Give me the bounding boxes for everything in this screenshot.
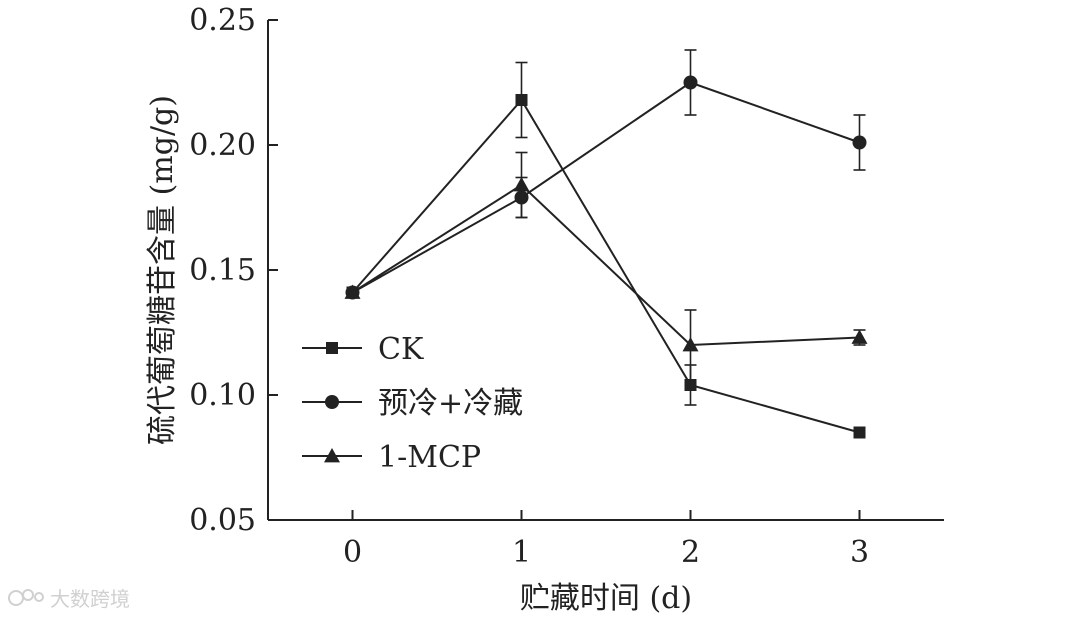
ticks: 0.05 0.10 0.15 0.20 0.25 0 1 2 3 (189, 3, 869, 570)
watermark: 大数跨境 (8, 587, 130, 611)
watermark-text: 大数跨境 (50, 587, 130, 611)
series-square (346, 61, 866, 439)
data-point (683, 75, 698, 90)
data-point (852, 135, 867, 150)
legend-label: 预冷+冷藏 (378, 386, 523, 421)
data-point (851, 329, 868, 344)
legend-marker (326, 342, 338, 354)
x-tick-label: 2 (681, 535, 700, 570)
legend-marker (324, 448, 340, 463)
axes (267, 20, 944, 521)
legend-item: CK (302, 332, 424, 367)
data-point (515, 94, 528, 106)
data-point (684, 379, 697, 391)
y-axis-title: 硫代葡萄糖苷含量 (mg/g) (145, 95, 180, 445)
legend-label: 1-MCP (378, 440, 481, 475)
legend-item: 预冷+冷藏 (302, 386, 523, 421)
x-tick-label: 0 (343, 535, 362, 570)
data-point (513, 177, 530, 192)
y-tick-label: 0.20 (189, 128, 256, 163)
data-point (853, 426, 866, 439)
x-tick-label: 3 (850, 535, 869, 570)
series-line (352, 81, 860, 294)
legend-marker (325, 395, 339, 409)
series-layer (344, 49, 868, 439)
y-tick-label: 0.05 (189, 503, 256, 538)
y-tick-label: 0.25 (189, 3, 256, 38)
data-point (344, 284, 361, 299)
x-axis-title: 贮藏时间 (d) (520, 581, 692, 616)
legend-label: CK (378, 332, 424, 367)
series-line (351, 183, 860, 347)
legend: CK 预冷+冷藏 1-MCP (302, 332, 523, 475)
y-tick-label: 0.15 (189, 253, 256, 288)
series-line (351, 98, 860, 434)
watermark-logo-icon (8, 589, 44, 606)
y-tick-label: 0.10 (189, 378, 256, 413)
series-circle (345, 49, 867, 300)
legend-item: 1-MCP (302, 440, 481, 475)
x-tick-label: 1 (512, 535, 531, 570)
series-triangle (344, 151, 868, 381)
data-point (682, 337, 699, 352)
